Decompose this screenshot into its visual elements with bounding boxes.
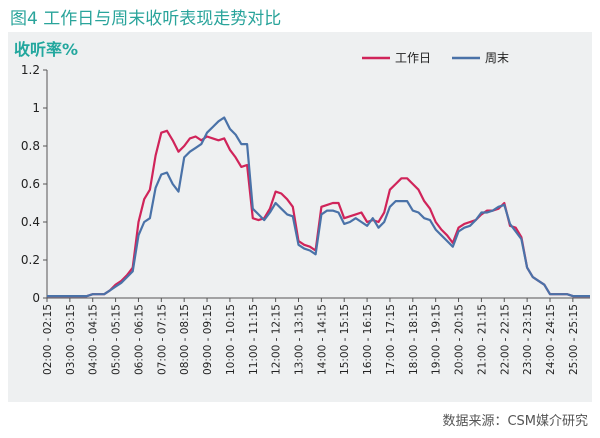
x-tick-label: 15:00 - 15:15 xyxy=(339,304,351,375)
x-tick-label: 06:00 - 06:15 xyxy=(133,304,145,375)
x-tick-label: 12:00 - 12:15 xyxy=(271,304,283,375)
x-tick-label: 10:00 - 10:15 xyxy=(225,304,237,375)
x-tick-label: 04:00 - 04:15 xyxy=(88,304,100,375)
x-tick-label: 14:00 - 14:15 xyxy=(316,304,328,375)
y-tick-label: 1.2 xyxy=(21,63,40,77)
legend-label-weekday: 工作日 xyxy=(395,51,431,65)
x-tick-label: 08:00 - 08:15 xyxy=(179,304,191,375)
x-tick-label: 05:00 - 05:15 xyxy=(111,304,123,375)
x-tick-label: 17:00 - 17:15 xyxy=(385,304,397,375)
series-line-weekday xyxy=(47,129,590,298)
x-tick-label: 07:00 - 07:15 xyxy=(156,304,168,375)
y-tick-label: 0 xyxy=(32,291,40,305)
x-tick-label: 19:00 - 19:15 xyxy=(431,304,443,375)
x-tick-label: 21:00 - 21:15 xyxy=(476,304,488,375)
x-tick-label: 24:00 - 24:15 xyxy=(545,304,557,375)
x-tick-label: 11:00 - 11:15 xyxy=(248,304,260,375)
y-tick-label: 0.8 xyxy=(21,139,40,153)
x-tick-label: 18:00 - 18:15 xyxy=(408,304,420,375)
y-tick-label: 1 xyxy=(32,101,40,115)
x-tick-label: 25:00 - 25:15 xyxy=(568,304,580,375)
chart-title: 图4 工作日与周末收听表现走势对比 xyxy=(10,9,282,29)
source-note: 数据来源：CSM媒介研究 xyxy=(442,414,588,429)
series-line-weekend xyxy=(47,116,590,298)
x-tick-label: 03:00 - 03:15 xyxy=(65,304,77,375)
x-tick-label: 23:00 - 23:15 xyxy=(522,304,534,375)
chart-panel xyxy=(8,32,592,402)
y-axis-label: 收听率% xyxy=(14,40,79,59)
x-tick-label: 13:00 - 13:15 xyxy=(293,304,305,375)
x-tick-label: 20:00 - 20:15 xyxy=(454,304,466,375)
x-tick-label: 22:00 - 22:15 xyxy=(499,304,511,375)
y-tick-label: 0.6 xyxy=(21,177,40,191)
y-tick-label: 0.2 xyxy=(21,253,40,267)
legend-label-weekend: 周末 xyxy=(485,51,509,65)
x-tick-label: 16:00 - 16:15 xyxy=(362,304,374,375)
x-tick-label: 09:00 - 09:15 xyxy=(202,304,214,375)
y-tick-label: 0.4 xyxy=(21,215,40,229)
x-tick-label: 02:00 - 02:15 xyxy=(42,304,54,375)
